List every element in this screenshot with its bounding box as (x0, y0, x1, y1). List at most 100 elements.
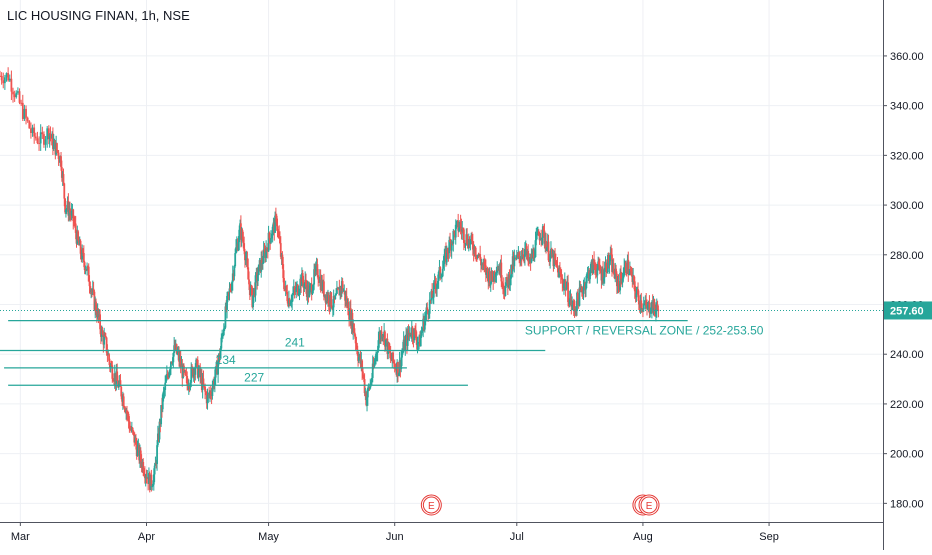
candle-body (624, 262, 627, 273)
candle-body (335, 293, 338, 296)
candle (2, 72, 5, 89)
x-tick-label: Jul (510, 531, 524, 543)
candle-body (628, 274, 630, 276)
candle-body (376, 350, 379, 354)
candle-body (161, 394, 164, 410)
event-marker-0[interactable]: E (420, 494, 442, 516)
candle-body (128, 421, 131, 430)
candle (247, 258, 250, 280)
candle-body (279, 238, 281, 244)
candle-body (421, 329, 424, 333)
candle (466, 228, 469, 246)
candle (10, 70, 13, 101)
y-tick-label: 220.00 (890, 399, 924, 411)
candle (231, 280, 233, 294)
candle-body (420, 332, 423, 336)
candle-body (345, 296, 348, 305)
candle-body (537, 231, 540, 236)
y-tick-label: 340.00 (890, 101, 924, 113)
candle (184, 369, 187, 376)
candle-body (401, 349, 404, 354)
candle-body (39, 132, 42, 144)
candle (226, 291, 228, 319)
candle-body (547, 241, 550, 261)
candle-body (136, 447, 139, 457)
candle-body (311, 290, 314, 295)
candle (105, 337, 108, 356)
candle-body (609, 252, 612, 262)
candle-body (244, 251, 246, 261)
support-label-2: 234 (216, 353, 236, 367)
candle-body (415, 338, 418, 345)
candle-body (30, 128, 32, 134)
candle (489, 281, 492, 292)
candle-body (15, 92, 18, 98)
candle (567, 274, 569, 307)
candle-body (543, 230, 546, 244)
candle-body (630, 271, 633, 273)
candle-body (73, 221, 75, 224)
candle-body (357, 357, 360, 361)
candle-body (56, 143, 58, 151)
candle-body (448, 240, 451, 254)
candle (413, 328, 416, 343)
candle-body (366, 397, 368, 406)
candle-body (384, 331, 386, 347)
event-inner-circle (422, 496, 440, 514)
candle (190, 362, 193, 388)
candle-body (74, 223, 77, 233)
candle (8, 74, 11, 82)
candle (265, 240, 268, 262)
candle-body (629, 269, 632, 272)
candle-body (657, 309, 660, 311)
candle-body (260, 258, 263, 272)
candle-body (563, 283, 565, 288)
candle (535, 227, 538, 246)
candle-body (521, 254, 524, 259)
candle (209, 385, 212, 400)
candle-body (242, 239, 245, 244)
candle-body (354, 336, 357, 344)
candle (292, 279, 295, 296)
x-tick-label: Mar (11, 531, 30, 543)
candle-body (650, 310, 652, 313)
candle-body (589, 273, 591, 280)
candle-body (336, 288, 339, 290)
candle-body (500, 262, 503, 282)
y-tick-label: 240.00 (890, 349, 924, 361)
candle-body (515, 254, 518, 260)
candle-body (455, 221, 458, 225)
candle-body (143, 472, 145, 475)
candle (415, 331, 418, 350)
candle-body (127, 413, 130, 422)
candle (434, 275, 437, 294)
candle (0, 70, 1, 77)
candle-body (265, 247, 268, 258)
candle-body (494, 274, 497, 278)
candle-body (513, 257, 516, 267)
candle-body (449, 240, 451, 242)
candle-body (432, 297, 434, 299)
candle-body (261, 258, 263, 264)
candle-body (627, 259, 630, 275)
candle (373, 358, 376, 368)
candle-body (572, 302, 575, 309)
candle-body (413, 328, 416, 341)
candle-body (495, 272, 498, 275)
candle-body (151, 486, 154, 488)
candle (153, 463, 156, 483)
candle-body (471, 241, 474, 250)
candle (260, 251, 263, 278)
candle (586, 266, 589, 279)
candle-body (371, 377, 373, 383)
candle (407, 324, 410, 341)
candle-body (92, 288, 95, 292)
candle-body (176, 352, 179, 354)
support-label-1: 241 (285, 335, 305, 349)
candle (72, 208, 75, 230)
candle (122, 393, 125, 408)
candle (293, 285, 296, 299)
candle-body (168, 371, 171, 378)
event-marker-2[interactable]: E (638, 494, 660, 516)
